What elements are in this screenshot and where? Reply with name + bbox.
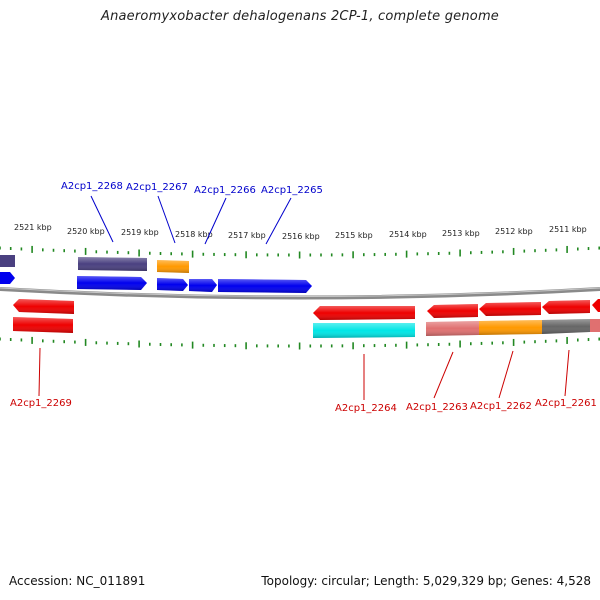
feature-arrow[interactable] <box>592 299 600 312</box>
kbp-label: 2521 kbp <box>14 223 52 232</box>
gene-label[interactable]: A2cp1_2262 <box>470 401 532 412</box>
kbp-label: 2518 kbp <box>175 230 213 239</box>
kbp-label: 2515 kbp <box>335 231 373 240</box>
gene-label[interactable]: A2cp1_2266 <box>194 185 256 196</box>
genome-backbone <box>0 287 600 300</box>
genome-stats: Topology: circular; Length: 5,029,329 bp… <box>261 574 591 588</box>
forward-features <box>0 255 312 293</box>
reverse-leaders <box>38 347 570 400</box>
map-title: Anaeromyxobacter dehalogenans 2CP-1, com… <box>100 9 500 24</box>
feature-arrow[interactable] <box>0 255 15 267</box>
feature-arrow[interactable] <box>0 272 15 284</box>
gene-label[interactable]: A2cp1_2265 <box>261 185 323 196</box>
kbp-label: 2519 kbp <box>121 228 159 237</box>
gene-label[interactable]: A2cp1_2261 <box>535 398 597 409</box>
kbp-label: 2520 kbp <box>67 227 105 236</box>
gene-label[interactable]: A2cp1_2267 <box>126 182 188 193</box>
forward-leaders <box>90 195 292 245</box>
accession-label: Accession: NC_011891 <box>9 574 146 588</box>
kbp-label: 2514 kbp <box>389 230 427 239</box>
kbp-label: 2517 kbp <box>228 231 266 240</box>
gene-label[interactable]: A2cp1_2268 <box>61 181 123 192</box>
reverse-features <box>13 299 600 338</box>
kbp-label: 2513 kbp <box>442 229 480 238</box>
gene-label[interactable]: A2cp1_2263 <box>406 402 468 413</box>
gene-label[interactable]: A2cp1_2269 <box>10 398 72 409</box>
gene-label[interactable]: A2cp1_2264 <box>335 403 397 414</box>
kbp-label: 2512 kbp <box>495 227 533 236</box>
kbp-label: 2516 kbp <box>282 232 320 241</box>
feature-arrow[interactable] <box>590 319 600 332</box>
kbp-label: 2511 kbp <box>549 225 587 234</box>
